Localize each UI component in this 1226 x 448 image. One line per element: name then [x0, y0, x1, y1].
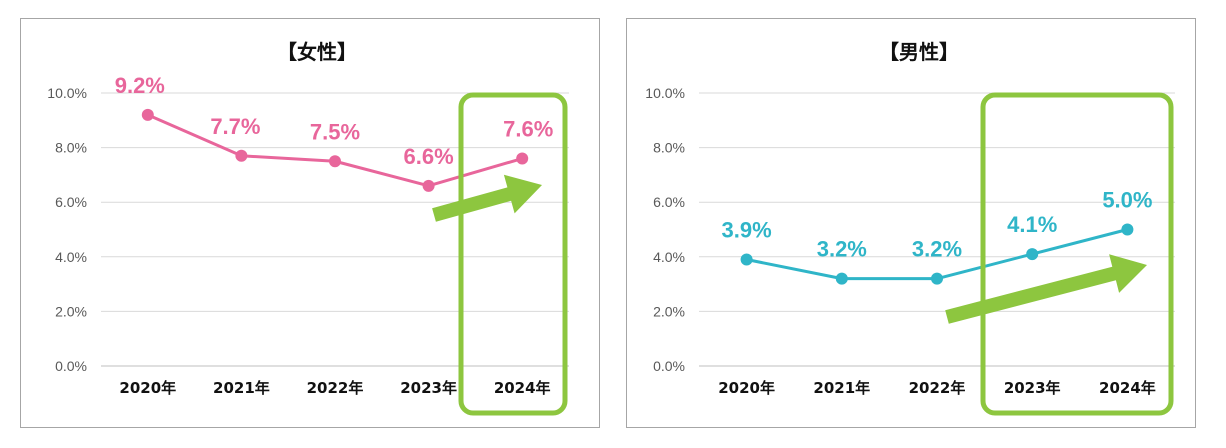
female-data-point — [516, 152, 529, 165]
female-data-label: 9.2% — [115, 73, 165, 98]
male-chart-panel: 【男性】 0.0% 2.0% 4.0% 6.0% 8.0% 10.0% 2020年 2021年 2… — [626, 18, 1196, 428]
male-data-label: 4.1% — [1007, 212, 1057, 237]
female-x-tick-label: 2020年 — [119, 379, 176, 397]
female-trend-arrow — [432, 174, 542, 222]
female-y-tick-label: 10.0% — [47, 85, 87, 101]
female-chart: 【女性】 0.0% 2.0% 4.0% 6.0% 8.0% 10.0% 2020年 2021年 2… — [47, 40, 569, 416]
male-data-label: 5.0% — [1102, 188, 1152, 213]
female-y-tick-label: 4.0% — [55, 249, 87, 265]
female-data-label: 7.6% — [503, 117, 553, 142]
female-y-tick-label: 2.0% — [55, 303, 87, 319]
female-chart-title: 【女性】 — [277, 40, 357, 64]
male-x-tick-label: 2020年 — [718, 379, 775, 397]
male-x-tick-label: 2021年 — [813, 379, 870, 397]
female-highlight-box — [458, 92, 568, 416]
female-x-tick-label: 2022年 — [307, 379, 364, 397]
female-data-point — [422, 179, 435, 192]
female-y-tick-label: 6.0% — [55, 194, 87, 210]
male-data-label: 3.2% — [817, 237, 867, 262]
male-chart-title: 【男性】 — [879, 40, 959, 64]
male-y-tick-label: 0.0% — [653, 358, 685, 374]
male-data-label: 3.2% — [912, 237, 962, 262]
male-trend-arrow — [945, 254, 1147, 324]
male-data-point — [931, 272, 943, 285]
male-y-tick-label: 2.0% — [653, 303, 685, 319]
female-x-tick-label: 2024年 — [494, 379, 551, 397]
female-data-label: 7.5% — [310, 119, 360, 144]
male-highlight-box — [980, 92, 1174, 416]
male-y-tick-label: 4.0% — [653, 249, 685, 265]
female-data-label: 7.7% — [210, 114, 260, 139]
male-x-tick-label: 2023年 — [1004, 379, 1061, 397]
female-data-point — [235, 149, 248, 162]
male-data-point — [1026, 248, 1039, 261]
female-x-tick-label: 2021年 — [213, 379, 270, 397]
female-y-tick-label: 0.0% — [55, 358, 87, 374]
male-y-tick-label: 10.0% — [645, 85, 685, 101]
male-x-tick-label: 2024年 — [1099, 379, 1156, 397]
male-data-point — [740, 253, 753, 266]
female-data-point — [141, 108, 154, 121]
male-data-point — [1121, 223, 1134, 236]
male-data-label: 3.9% — [722, 218, 772, 243]
male-chart: 【男性】 0.0% 2.0% 4.0% 6.0% 8.0% 10.0% 2020年 2021年 2… — [645, 40, 1175, 416]
male-x-tick-label: 2022年 — [909, 379, 966, 397]
female-chart-panel: 【女性】 0.0% 2.0% 4.0% 6.0% 8.0% 10.0% 2020年 2021年 2… — [20, 18, 600, 428]
female-x-tick-label: 2023年 — [400, 379, 457, 397]
male-data-point — [835, 272, 848, 285]
female-data-label: 6.6% — [404, 144, 454, 169]
male-y-tick-label: 8.0% — [653, 140, 685, 156]
male-y-tick-label: 6.0% — [653, 194, 685, 210]
female-data-point — [329, 155, 341, 168]
female-y-tick-label: 8.0% — [55, 140, 87, 156]
